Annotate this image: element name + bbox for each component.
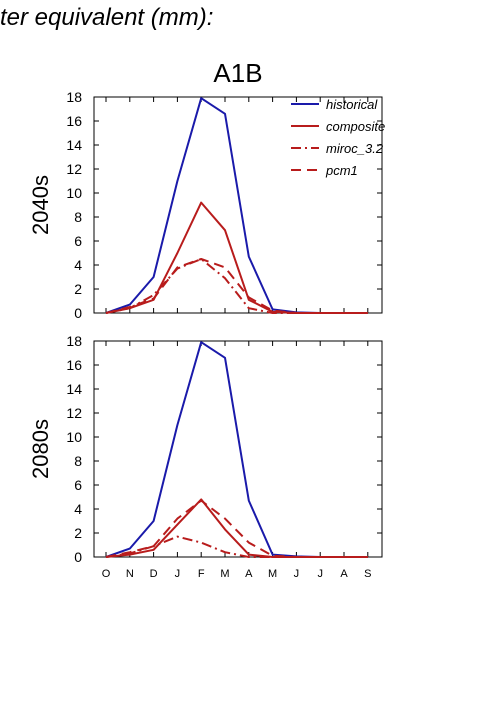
y-tick-label: 14 (66, 137, 82, 153)
x-tick-label: A (340, 568, 348, 580)
y-tick-label: 16 (66, 357, 82, 373)
plot-frame (93, 340, 383, 558)
legend-entry: pcm1 (325, 163, 358, 178)
x-tick-label: J (175, 568, 181, 580)
plot-frame (93, 96, 383, 314)
page-title: ter equivalent (mm): (0, 4, 214, 31)
x-tick-label: N (126, 568, 134, 580)
x-tick-label: M (220, 568, 229, 580)
x-tick-label: S (364, 568, 371, 580)
legend-entry: composite (326, 119, 385, 134)
y-tick-label: 16 (66, 113, 82, 129)
y-tick-label: 8 (74, 209, 82, 225)
y-tick-label: 10 (66, 429, 82, 445)
legend-entry: miroc_3.2 (326, 141, 384, 156)
series-line-miroc-3-2 (105, 258, 368, 314)
series-line-composite (105, 201, 368, 314)
y-tick-label: 0 (74, 305, 82, 321)
x-tick-label: D (150, 568, 158, 580)
series-line-pcm1 (105, 258, 368, 314)
y-tick-label: 6 (74, 477, 82, 493)
x-tick-label: A (245, 568, 253, 580)
y-tick-label: 2 (74, 525, 82, 541)
series-line-historical (105, 341, 368, 558)
y-tick-label: 0 (74, 549, 82, 565)
chart-legend: historical composite miroc_3.2 pcm1 (291, 97, 385, 178)
panel-2040s: 0 2 4 6 8 10 12 14 16 18 2040s (28, 89, 383, 321)
y-tick-label: 18 (66, 333, 82, 349)
y-tick-label: 14 (66, 381, 82, 397)
y-tick-label: 2 (74, 281, 82, 297)
series-line-miroc-3-2 (105, 535, 368, 558)
series-line-pcm1 (105, 499, 368, 558)
x-tick-label: F (198, 568, 205, 580)
y-tick-label: 4 (74, 257, 82, 273)
y-tick-label: 12 (66, 405, 82, 421)
y-axis-label: 2040s (28, 175, 53, 235)
y-tick-label: 18 (66, 89, 82, 105)
x-tick-label: M (268, 568, 277, 580)
y-tick-label: 8 (74, 453, 82, 469)
x-tick-label: J (317, 568, 323, 580)
y-axis-label: 2080s (28, 419, 53, 479)
x-tick-label: J (294, 568, 300, 580)
y-tick-label: 10 (66, 185, 82, 201)
x-tick-label: O (102, 568, 111, 580)
y-tick-label: 4 (74, 501, 82, 517)
panel-2080s: 0 2 4 6 8 10 12 14 16 18 O N D J F M A M J J A S 2080s (28, 333, 383, 580)
legend-entry: historical (326, 97, 378, 112)
chart-title: A1B (213, 58, 262, 88)
y-tick-label: 6 (74, 233, 82, 249)
y-tick-label: 12 (66, 161, 82, 177)
